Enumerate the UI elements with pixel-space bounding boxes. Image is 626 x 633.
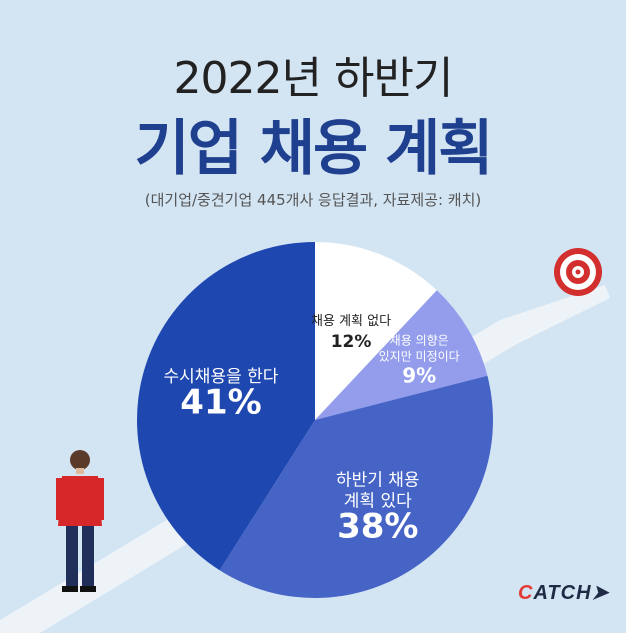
slice-label: 수시채용을 한다 bbox=[164, 367, 279, 387]
slice-label: 하반기 채용 bbox=[336, 470, 420, 490]
title-line-1: 2022년 하반기 bbox=[173, 53, 454, 104]
slice-value: 38% bbox=[337, 507, 418, 547]
pie-slice bbox=[315, 290, 488, 420]
pie-slice bbox=[315, 242, 437, 420]
title-line-2: 기업 채용 계획 bbox=[134, 114, 494, 184]
pie-slice bbox=[137, 242, 315, 571]
pie-slices bbox=[137, 242, 493, 598]
slice-label: 계획 있다 bbox=[344, 491, 412, 511]
subtitle: (대기업/중견기업 445개사 응답결과, 자료제공: 캐치) bbox=[144, 191, 482, 209]
pie-slice bbox=[219, 375, 493, 598]
person-illustration bbox=[56, 450, 104, 592]
slice-label: 있지만 미정이다 bbox=[379, 349, 460, 363]
slice-value: 12% bbox=[331, 332, 372, 352]
target-icon bbox=[554, 248, 602, 296]
slice-label: 채용 계획 없다 bbox=[311, 314, 391, 329]
slice-label: 채용 의향은 bbox=[390, 333, 449, 347]
catch-logo: CATCH➤ bbox=[518, 582, 610, 604]
slice-value: 9% bbox=[402, 363, 436, 387]
slice-value: 41% bbox=[180, 382, 261, 422]
